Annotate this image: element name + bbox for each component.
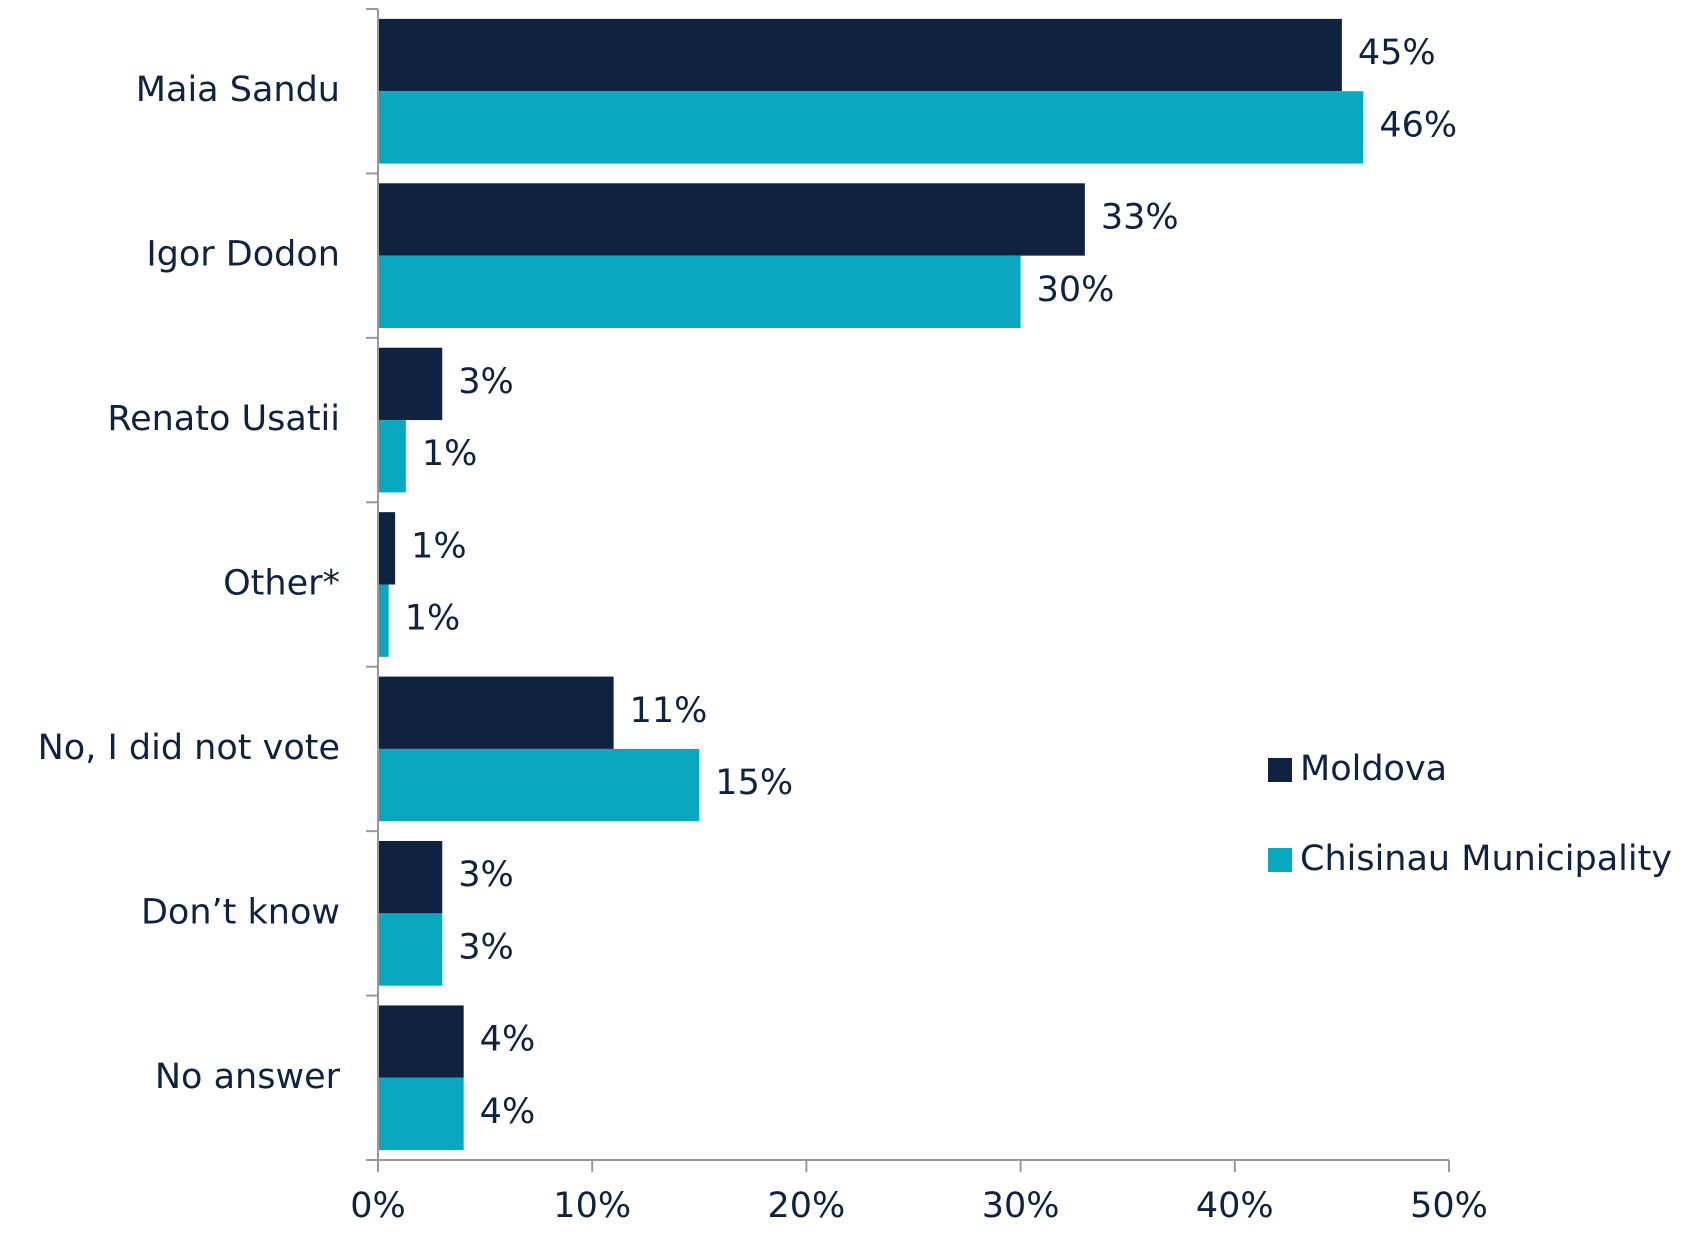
category-label: No answer <box>155 1057 341 1097</box>
bar <box>378 91 1364 164</box>
value-label: 11% <box>630 691 708 731</box>
legend-label: Moldova <box>1300 749 1447 789</box>
value-label: 1% <box>422 434 478 474</box>
category-label: No, I did not vote <box>38 728 340 768</box>
value-label: 45% <box>1358 33 1436 73</box>
x-tick-label: 20% <box>768 1186 846 1226</box>
x-tick-label: 0% <box>350 1186 406 1226</box>
value-label: 33% <box>1101 197 1179 237</box>
bar <box>378 420 406 493</box>
bar <box>378 1077 464 1151</box>
value-label: 15% <box>715 763 793 803</box>
bar <box>378 512 396 585</box>
value-label: 3% <box>458 362 514 402</box>
category-label: Don’t know <box>141 892 340 932</box>
x-tick-label: 10% <box>553 1186 631 1226</box>
bar <box>378 913 443 986</box>
x-tick-label: 40% <box>1196 1186 1274 1226</box>
value-label: 1% <box>405 599 461 639</box>
bar <box>378 255 1021 328</box>
bar <box>378 18 1342 92</box>
x-tick-label: 30% <box>982 1186 1060 1226</box>
category-label: Igor Dodon <box>146 235 340 275</box>
category-label: Maia Sandu <box>136 70 340 110</box>
legend-swatch <box>1268 758 1292 782</box>
bar <box>378 1005 464 1078</box>
bar <box>378 584 389 657</box>
value-label: 1% <box>411 526 467 566</box>
value-label: 30% <box>1037 270 1115 310</box>
bar <box>378 748 700 822</box>
x-tick-label: 50% <box>1410 1186 1488 1226</box>
legend-swatch <box>1268 848 1292 872</box>
value-label: 4% <box>480 1092 536 1132</box>
value-label: 4% <box>480 1020 536 1060</box>
category-label: Renato Usatii <box>107 399 340 439</box>
value-label: 3% <box>458 855 514 895</box>
bar <box>378 183 1085 256</box>
legend-label: Chisinau Municipality <box>1300 839 1672 879</box>
bar <box>378 676 614 749</box>
category-label: Other* <box>223 564 340 604</box>
bar <box>378 841 443 914</box>
bar <box>378 347 443 421</box>
value-label: 3% <box>458 928 514 968</box>
value-label: 46% <box>1379 105 1457 145</box>
